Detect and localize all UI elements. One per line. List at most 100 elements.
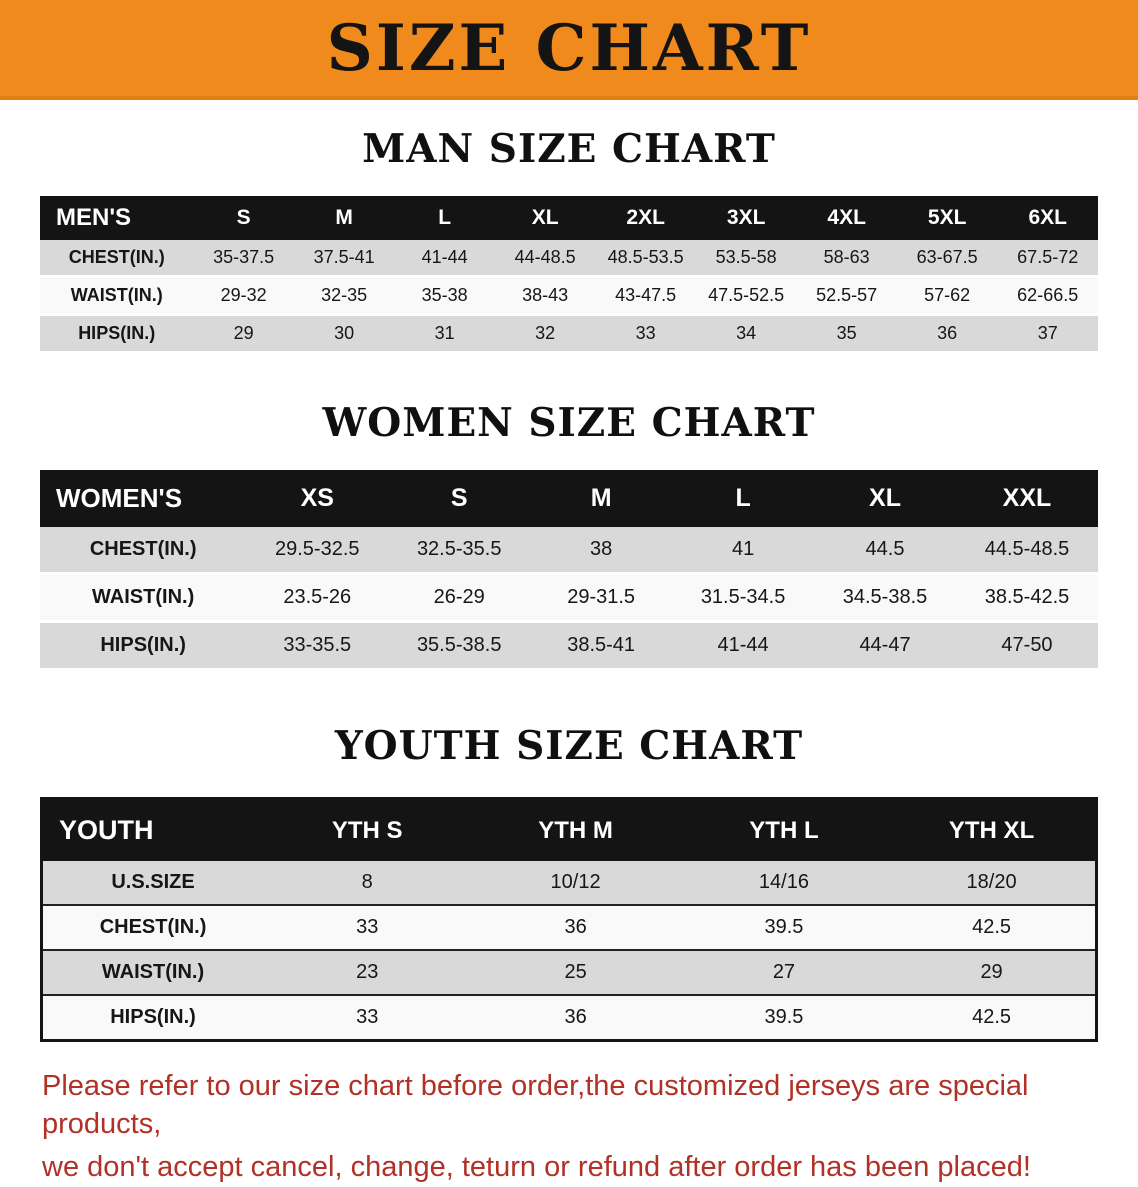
measurement-row: WAIST(IN.) 23 25 27 29 — [41, 950, 1097, 995]
row-label: WAIST(IN.) — [92, 586, 195, 608]
size-value: 42.5 — [972, 916, 1012, 938]
size-value: 53.5-58 — [715, 247, 777, 267]
content: MAN SIZE CHART MEN'S S M L XL 2XL 3XL 4XL 5XL 6XL… — [0, 126, 1138, 1187]
size-value: 38 — [590, 538, 613, 560]
measurement-row: HIPS(IN.) 29 30 31 32 33 34 35 36 37 — [40, 314, 1098, 353]
size-column-header: L — [394, 196, 495, 240]
size-value: 14/16 — [758, 871, 809, 893]
size-column-header: YTH L — [679, 798, 889, 861]
size-column-header: XS — [246, 470, 389, 527]
size-value: 36 — [564, 1006, 587, 1028]
size-value: 31.5-34.5 — [700, 586, 786, 608]
size-column-header: XL — [814, 470, 956, 527]
women-section-heading: WOMEN SIZE CHART — [322, 400, 816, 446]
row-label: U.S.SIZE — [111, 871, 195, 893]
size-value: 47.5-52.5 — [708, 285, 785, 305]
size-value: 32-35 — [321, 285, 368, 305]
size-column-header: 5XL — [896, 196, 998, 240]
size-column-header: 3XL — [695, 196, 797, 240]
size-value: 30 — [334, 323, 355, 343]
measurement-row: CHEST(IN.) 35-37.5 37.5-41 41-44 44-48.5 48.5… — [40, 240, 1098, 277]
table-title-cell: MEN'S — [40, 196, 194, 240]
size-column-header: S — [193, 196, 294, 240]
measurement-row: HIPS(IN.) 33 36 39.5 42.5 — [41, 995, 1097, 1041]
women-size-table: WOMEN'S XS S M L XL XXL CHEST(IN.) 29.5-32.5 32.5… — [40, 470, 1098, 671]
size-value: 52.5-57 — [816, 285, 878, 305]
order-note: Please refer to our size chart before or… — [42, 1068, 1098, 1187]
men-section-heading: MAN SIZE CHART — [362, 126, 776, 172]
size-value: 33 — [356, 1006, 379, 1028]
size-value: 39.5 — [764, 916, 804, 938]
size-value: 35.5-38.5 — [416, 634, 502, 656]
table-header-row: WOMEN'S XS S M L XL XXL — [40, 470, 1098, 527]
size-value: 41 — [731, 538, 755, 560]
size-value: 44.5-48.5 — [984, 538, 1070, 560]
size-column-header: YTH S — [263, 798, 472, 861]
size-value: 23.5-26 — [283, 586, 352, 608]
size-value: 36 — [937, 323, 958, 343]
measurement-row: WAIST(IN.) 23.5-26 26-29 29-31.5 31.5-34.5 34… — [40, 573, 1098, 622]
size-value: 26-29 — [433, 586, 485, 608]
youth-section-heading: YOUTH SIZE CHART — [334, 723, 804, 769]
table-header-row: YOUTH YTH S YTH M YTH L YTH XL — [41, 798, 1097, 861]
youth-size-section: YOUTH SIZE CHART YOUTH YTH S YTH M YTH L YTH… — [40, 723, 1098, 1042]
note-line-1: Please refer to our size chart before or… — [42, 1070, 1029, 1140]
size-value: 43-47.5 — [615, 285, 677, 305]
women-size-section: WOMEN SIZE CHART WOMEN'S XS S M L XL XXL CHEST(… — [40, 400, 1098, 671]
size-value: 23 — [356, 961, 379, 983]
measurement-row: CHEST(IN.) 29.5-32.5 32.5-35.5 38 41 44.5 44.5… — [40, 527, 1098, 574]
size-value: 44-48.5 — [514, 247, 576, 267]
size-value: 42.5 — [972, 1006, 1012, 1028]
size-value: 27 — [772, 961, 796, 983]
size-value: 29-32 — [220, 285, 267, 305]
size-value: 35 — [836, 323, 857, 343]
size-value: 33 — [635, 323, 656, 343]
measurement-row: U.S.SIZE 8 10/12 14/16 18/20 — [41, 861, 1097, 905]
size-value: 44.5 — [865, 538, 905, 560]
size-value: 29-31.5 — [567, 586, 636, 608]
size-value: 38.5-42.5 — [984, 586, 1070, 608]
size-column-header: XL — [494, 196, 596, 240]
size-value: 29 — [233, 323, 254, 343]
size-value: 34.5-38.5 — [842, 586, 928, 608]
size-column-header: 4XL — [796, 196, 897, 240]
size-value: 41-44 — [717, 634, 769, 656]
size-value: 33-35.5 — [283, 634, 352, 656]
size-column-header: 6XL — [997, 196, 1098, 240]
measurement-row: HIPS(IN.) 33-35.5 35.5-38.5 38.5-41 41-44 44-… — [40, 621, 1098, 670]
size-value: 34 — [736, 323, 757, 343]
size-value: 57-62 — [924, 285, 971, 305]
size-value: 38-43 — [522, 285, 569, 305]
size-value: 25 — [564, 961, 587, 983]
note-line-2: we don't accept cancel, change, teturn o… — [42, 1151, 1031, 1184]
measurement-row: WAIST(IN.) 29-32 32-35 35-38 38-43 43-47.5 47.… — [40, 276, 1098, 315]
size-value: 32.5-35.5 — [416, 538, 502, 560]
row-label: CHEST(IN.) — [68, 247, 165, 267]
table-title-cell: YOUTH — [41, 798, 264, 861]
size-value: 29 — [980, 961, 1003, 983]
size-value: 31 — [434, 323, 455, 343]
size-value: 29.5-32.5 — [275, 538, 360, 560]
page-title: SIZE CHART — [326, 10, 812, 86]
size-value: 58-63 — [823, 247, 870, 267]
size-value: 18/20 — [966, 871, 1017, 893]
size-value: 48.5-53.5 — [607, 247, 684, 267]
size-value: 10/12 — [550, 871, 601, 893]
size-column-header: YTH XL — [888, 798, 1097, 861]
measurement-row: CHEST(IN.) 33 36 39.5 42.5 — [41, 905, 1097, 950]
row-label: HIPS(IN.) — [78, 323, 156, 343]
size-value: 63-67.5 — [916, 247, 978, 267]
size-value: 67.5-72 — [1017, 247, 1079, 267]
table-title-cell: WOMEN'S — [40, 470, 247, 527]
size-column-header: L — [672, 470, 815, 527]
size-value: 62-66.5 — [1017, 285, 1079, 305]
youth-size-table: YOUTH YTH S YTH M YTH L YTH XL U.S.SIZE 8 10/12… — [40, 797, 1098, 1042]
size-value: 38.5-41 — [567, 634, 636, 656]
size-value: 37.5-41 — [313, 247, 375, 267]
size-value: 35-38 — [421, 285, 468, 305]
row-label: WAIST(IN.) — [101, 961, 205, 983]
size-column-header: S — [388, 470, 531, 527]
size-value: 32 — [535, 323, 556, 343]
size-column-header: M — [530, 470, 673, 527]
